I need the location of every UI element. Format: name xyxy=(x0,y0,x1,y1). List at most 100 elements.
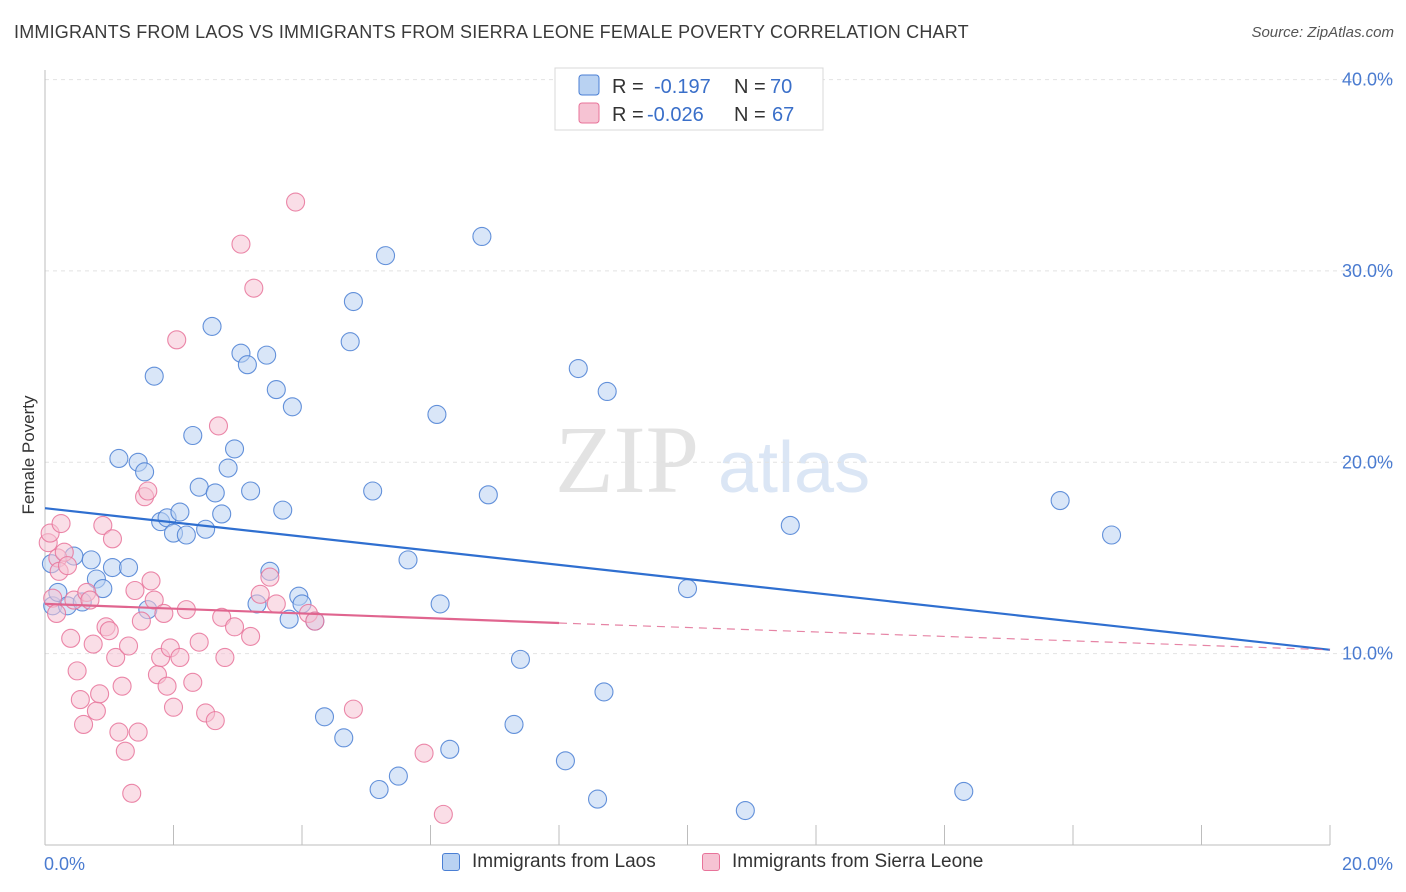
watermark: ZIP atlas xyxy=(555,406,870,513)
series-laos-points xyxy=(41,226,1122,821)
point-laos-37 xyxy=(279,609,299,629)
point-sierra-19 xyxy=(93,515,113,535)
x-tick-label-max: 20.0% xyxy=(1342,854,1393,874)
trend-line-laos xyxy=(44,507,1331,651)
point-sierra-46 xyxy=(189,632,209,652)
legend-r-label-sierra: R = xyxy=(612,104,644,126)
point-laos-62 xyxy=(597,381,617,402)
chart-title: IMMIGRANTS FROM LAOS VS IMMIGRANTS FROM … xyxy=(14,22,969,42)
point-sierra-64 xyxy=(433,804,453,824)
point-sierra-52 xyxy=(224,617,245,637)
point-laos-25 xyxy=(205,483,225,503)
point-laos-59 xyxy=(568,358,588,379)
bottom-legend-laos: Immigrants from Laos xyxy=(442,851,656,873)
point-laos-27 xyxy=(218,458,238,478)
point-laos-28 xyxy=(224,439,245,459)
point-sierra-59 xyxy=(286,192,306,212)
watermark-zip: ZIP xyxy=(555,406,699,513)
point-sierra-49 xyxy=(208,416,229,436)
stats-legend: R = -0.197 N = 70 R = -0.026 N = 67 xyxy=(554,67,824,131)
point-laos-21 xyxy=(183,425,203,446)
watermark-atlas: atlas xyxy=(718,428,870,508)
y-tick-label-20: 20.0% xyxy=(1342,452,1393,472)
point-sierra-61 xyxy=(305,611,325,631)
point-laos-10 xyxy=(109,448,129,469)
bottom-legend-label-laos: Immigrants from Laos xyxy=(472,851,656,872)
legend-r-value-sierra: -0.026 xyxy=(647,104,704,126)
point-sierra-51 xyxy=(215,647,235,668)
point-laos-60 xyxy=(587,789,608,809)
point-sierra-23 xyxy=(106,647,126,668)
point-sierra-63 xyxy=(414,743,434,763)
point-laos-53 xyxy=(440,739,460,759)
point-laos-63 xyxy=(677,579,698,599)
point-sierra-39 xyxy=(157,676,177,696)
y-tick-label-40: 40.0% xyxy=(1342,70,1393,90)
point-sierra-29 xyxy=(125,580,145,601)
point-sierra-22 xyxy=(102,529,123,549)
point-sierra-11 xyxy=(67,661,87,681)
point-laos-9 xyxy=(102,557,123,578)
bottom-legend-swatch-laos xyxy=(442,853,460,871)
point-sierra-50 xyxy=(212,607,232,627)
point-laos-68 xyxy=(1102,525,1122,545)
legend-swatch-laos xyxy=(578,74,600,96)
point-laos-65 xyxy=(780,515,800,535)
point-laos-44 xyxy=(340,332,360,352)
chart-source: Source: ZipAtlas.com xyxy=(1251,24,1394,41)
point-laos-54 xyxy=(472,226,492,247)
point-sierra-6 xyxy=(51,513,71,534)
series-sierra-points xyxy=(38,192,453,824)
point-laos-23 xyxy=(196,519,216,539)
point-laos-58 xyxy=(555,751,575,771)
point-sierra-16 xyxy=(83,634,103,654)
point-sierra-56 xyxy=(250,584,270,604)
x-tick-label-min: 0.0% xyxy=(44,854,85,874)
legend-r-value-laos: -0.197 xyxy=(654,76,711,98)
legend-swatch-sierra xyxy=(578,102,600,124)
trend-line-sierra-extension xyxy=(558,622,1331,651)
point-laos-61 xyxy=(594,682,614,702)
trend-line-sierra xyxy=(44,602,560,625)
point-sierra-45 xyxy=(183,672,203,692)
point-laos-48 xyxy=(375,246,396,266)
point-laos-38 xyxy=(282,397,302,417)
y-axis-title: Female Poverty xyxy=(19,395,38,515)
point-laos-31 xyxy=(241,481,261,501)
point-laos-64 xyxy=(735,801,755,821)
point-laos-66 xyxy=(954,781,974,801)
point-sierra-57 xyxy=(260,567,280,587)
point-laos-42 xyxy=(314,707,335,727)
point-sierra-62 xyxy=(343,699,363,719)
point-laos-13 xyxy=(135,462,155,482)
point-laos-52 xyxy=(430,594,450,614)
point-sierra-30 xyxy=(128,722,148,742)
legend-r-label-laos: R = xyxy=(612,76,644,98)
point-laos-15 xyxy=(144,366,164,386)
point-sierra-18 xyxy=(90,684,110,704)
point-sierra-26 xyxy=(115,741,135,761)
point-laos-30 xyxy=(237,355,257,375)
point-laos-24 xyxy=(202,316,222,336)
point-laos-22 xyxy=(189,477,209,497)
point-sierra-12 xyxy=(70,690,90,710)
point-laos-55 xyxy=(478,485,498,505)
grid xyxy=(45,79,1393,655)
point-laos-50 xyxy=(398,550,418,570)
legend-n-label-laos: N = xyxy=(734,76,766,98)
point-laos-19 xyxy=(170,502,190,522)
point-sierra-17 xyxy=(86,701,106,721)
point-laos-20 xyxy=(176,525,196,545)
point-laos-67 xyxy=(1050,491,1070,511)
point-sierra-3 xyxy=(47,603,67,624)
point-sierra-53 xyxy=(231,234,251,254)
y-tick-label-30: 30.0% xyxy=(1342,261,1393,281)
point-laos-36 xyxy=(273,500,293,520)
point-sierra-42 xyxy=(167,330,187,350)
point-sierra-54 xyxy=(241,626,261,646)
point-sierra-27 xyxy=(118,636,139,656)
point-laos-43 xyxy=(334,728,354,748)
x-ticks xyxy=(44,825,1331,845)
point-laos-26 xyxy=(212,504,232,524)
